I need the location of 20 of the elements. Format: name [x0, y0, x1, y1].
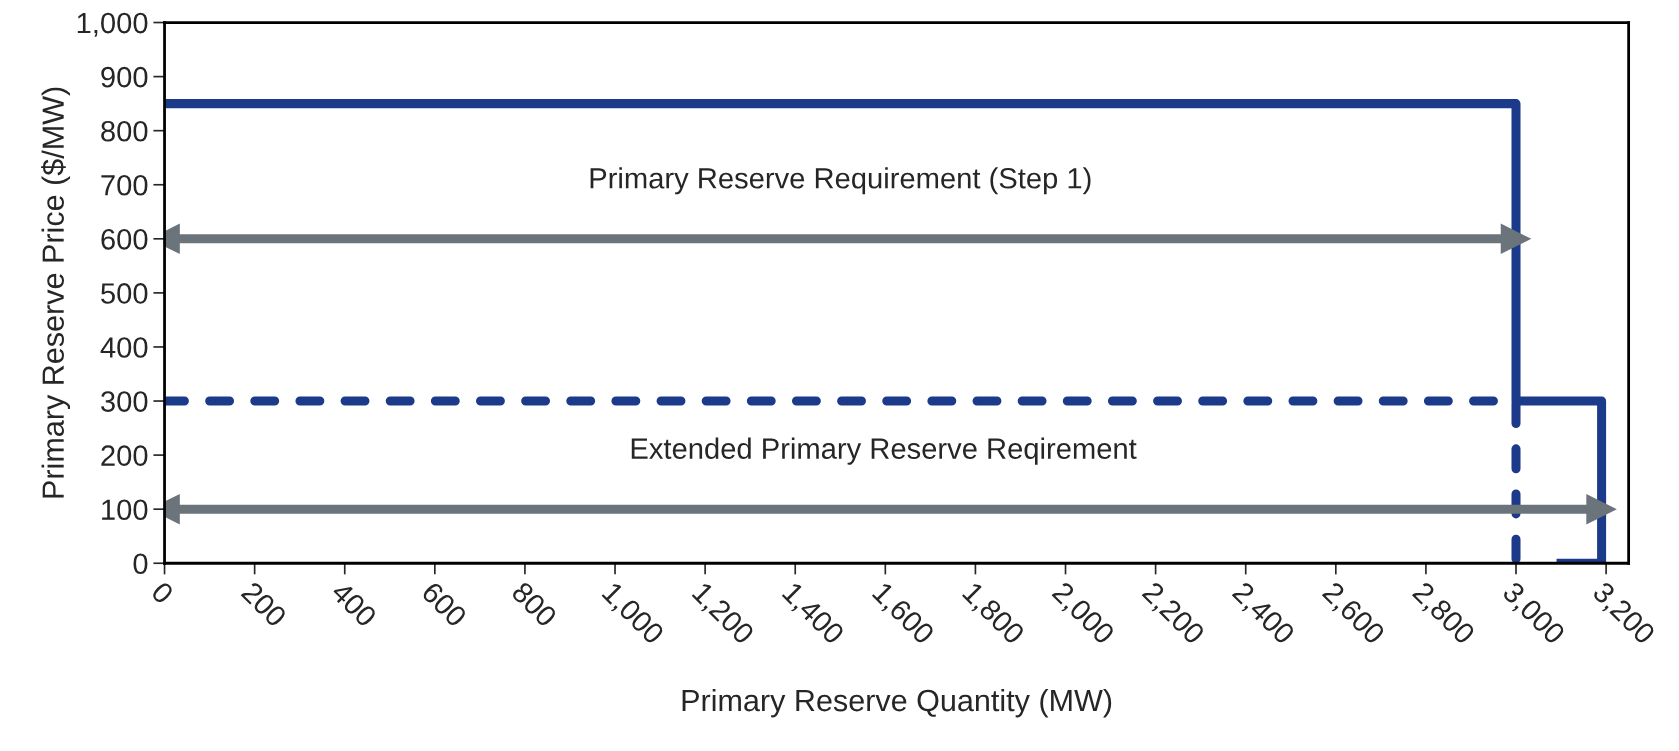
- annotation: Extended Primary Reserve Reqirement: [631, 437, 1137, 465]
- x-tick-label: 400: [330, 580, 378, 628]
- y-tick-label: 800: [101, 120, 148, 142]
- y-tick-label: 200: [101, 445, 148, 466]
- y-tick-label: 0: [133, 553, 148, 575]
- y-tick-label: 600: [101, 229, 148, 250]
- y-tick-label: 400: [100, 337, 148, 358]
- x-tick-label: 200: [240, 580, 288, 628]
- y-tick-label: 900: [101, 66, 148, 88]
- x-tick-label: 800: [510, 580, 558, 628]
- y-tick-label: 100: [102, 499, 148, 521]
- x-axis-title: Primary Reserve Quantity (MW): [682, 688, 1112, 718]
- y-tick-label: 1,000: [77, 12, 148, 37]
- annotation: Primary Reserve Requirement (Step 1): [590, 167, 1091, 195]
- y-tick-label: 500: [101, 283, 148, 304]
- x-tick-label: 600: [420, 580, 468, 628]
- y-tick-label: 700: [101, 174, 148, 196]
- x-tick-label: 0: [150, 580, 175, 606]
- y-axis-title: Primary Reserve Price ($/MW): [41, 87, 71, 498]
- y-tick-label: 300: [101, 391, 148, 412]
